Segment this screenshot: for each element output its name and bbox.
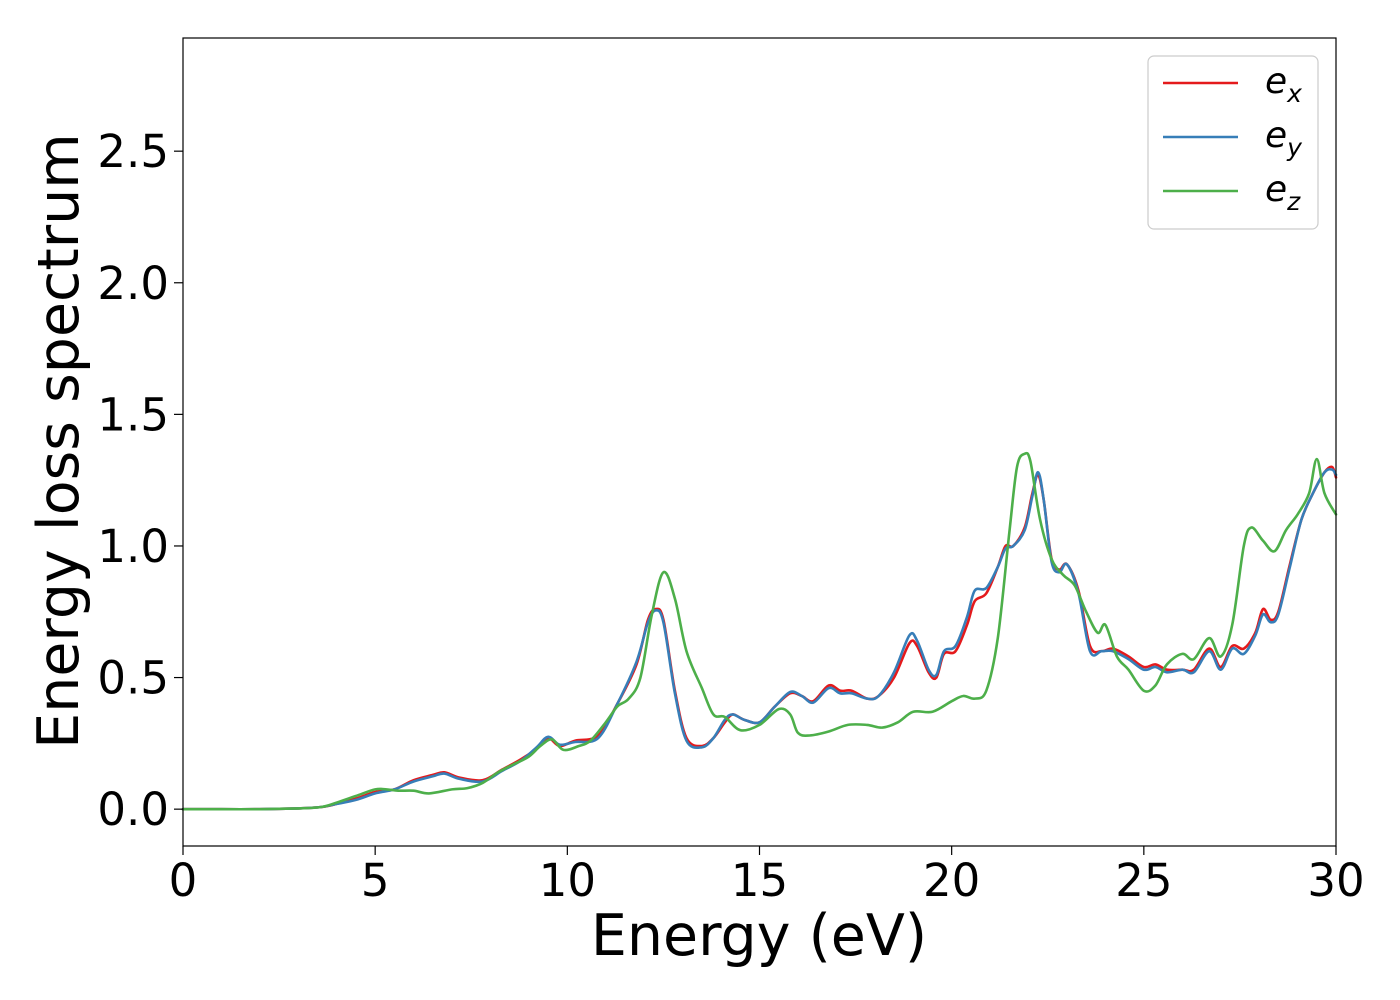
x-tick-label: 25 [1115,854,1172,907]
x-tick-label: 20 [923,854,980,907]
y-tick-label: 2.0 [97,257,169,310]
y-tick-label: 1.5 [97,388,169,441]
y-tick-label: 1.0 [97,520,169,573]
y-axis-title: Energy loss spectrum [26,133,92,749]
x-tick-label: 5 [361,854,390,907]
y-tick-label: 2.5 [97,125,169,178]
x-axis: 0 5 10 15 20 25 30 [169,846,1365,907]
legend-box [1147,55,1319,230]
x-tick-label: 15 [731,854,788,907]
x-tick-label: 30 [1307,854,1364,907]
y-tick-label: 0.0 [97,783,169,836]
x-axis-title: Energy (eV) [591,903,927,969]
series-layer [181,451,1338,811]
x-tick-label: 0 [169,854,198,907]
y-axis: 0.0 0.5 1.0 1.5 2.0 2.5 [97,125,183,836]
x-tick-label: 10 [539,854,596,907]
y-tick-label: 0.5 [97,652,169,705]
series-line-z [181,451,1338,811]
